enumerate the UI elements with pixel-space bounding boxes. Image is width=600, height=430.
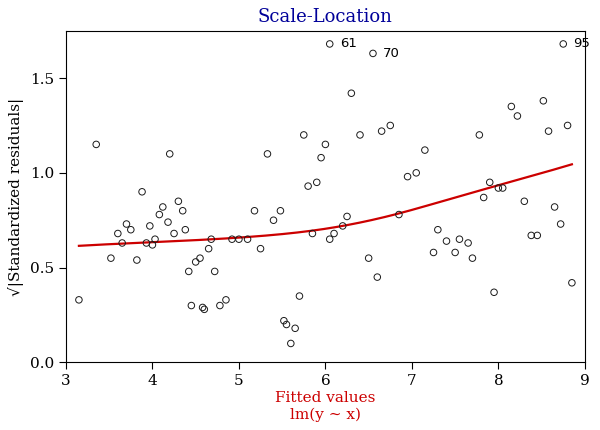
Point [165,150,175,157]
Point [316,154,326,161]
Point [178,207,188,214]
Point [299,132,308,138]
Point [169,230,179,237]
Point [494,184,503,191]
Point [368,50,378,57]
Point [455,236,464,243]
Point [567,280,577,286]
Point [243,236,253,243]
Point [539,97,548,104]
Point [385,122,395,129]
Point [279,317,289,324]
Point [126,226,136,233]
Point [479,194,488,201]
Point [106,255,116,261]
Point [113,230,122,237]
Point [308,230,317,237]
Point [191,258,200,265]
Point [304,183,313,190]
Point [506,103,516,110]
Point [544,128,553,135]
Point [122,221,131,227]
Point [173,198,183,205]
Point [373,273,382,280]
Point [556,221,565,227]
Text: 61: 61 [340,37,357,50]
Point [394,211,404,218]
Point [520,198,529,205]
Point [74,296,84,303]
Point [403,173,412,180]
Point [281,321,291,328]
Point [412,169,421,176]
Point [342,213,352,220]
Point [429,249,439,256]
Point [158,203,167,210]
Point [312,179,322,186]
Point [204,245,214,252]
Point [498,184,508,191]
Point [463,240,473,246]
Point [295,293,304,300]
Point [145,222,155,229]
Point [320,141,330,148]
Point [286,340,296,347]
Point [329,230,339,237]
Point [234,236,244,243]
Point [187,302,196,309]
Point [256,245,265,252]
Point [227,236,237,243]
Point [420,147,430,154]
Point [118,240,127,246]
Point [377,128,386,135]
Point [250,207,259,214]
Point [338,222,347,229]
Point [467,255,477,261]
Point [181,226,190,233]
Point [148,241,157,248]
X-axis label: Fitted values
lm(y ∼ x): Fitted values lm(y ∼ x) [275,391,376,422]
Point [132,257,142,264]
Point [198,304,208,311]
Point [137,188,147,195]
Text: 95: 95 [574,37,590,50]
Point [210,268,220,275]
Point [355,132,365,138]
Point [526,232,536,239]
Point [221,296,231,303]
Y-axis label: √|Standardized residuals|: √|Standardized residuals| [8,98,25,296]
Point [263,150,272,157]
Point [512,113,522,120]
Point [325,236,335,243]
Point [150,236,160,243]
Point [206,236,216,243]
Point [364,255,373,261]
Point [451,249,460,256]
Point [559,40,568,47]
Text: 70: 70 [383,47,400,60]
Point [200,306,209,313]
Point [485,179,494,186]
Point [563,122,572,129]
Point [269,217,278,224]
Title: Scale-Location: Scale-Location [258,8,393,26]
Point [163,219,173,226]
Point [442,238,451,245]
Point [325,40,335,47]
Point [347,90,356,97]
Point [155,211,164,218]
Point [475,132,484,138]
Point [215,302,224,309]
Point [290,325,300,332]
Point [433,226,443,233]
Point [550,203,559,210]
Point [532,232,542,239]
Point [489,289,499,296]
Point [91,141,101,148]
Point [275,207,285,214]
Point [142,240,151,246]
Point [195,255,205,261]
Point [184,268,194,275]
